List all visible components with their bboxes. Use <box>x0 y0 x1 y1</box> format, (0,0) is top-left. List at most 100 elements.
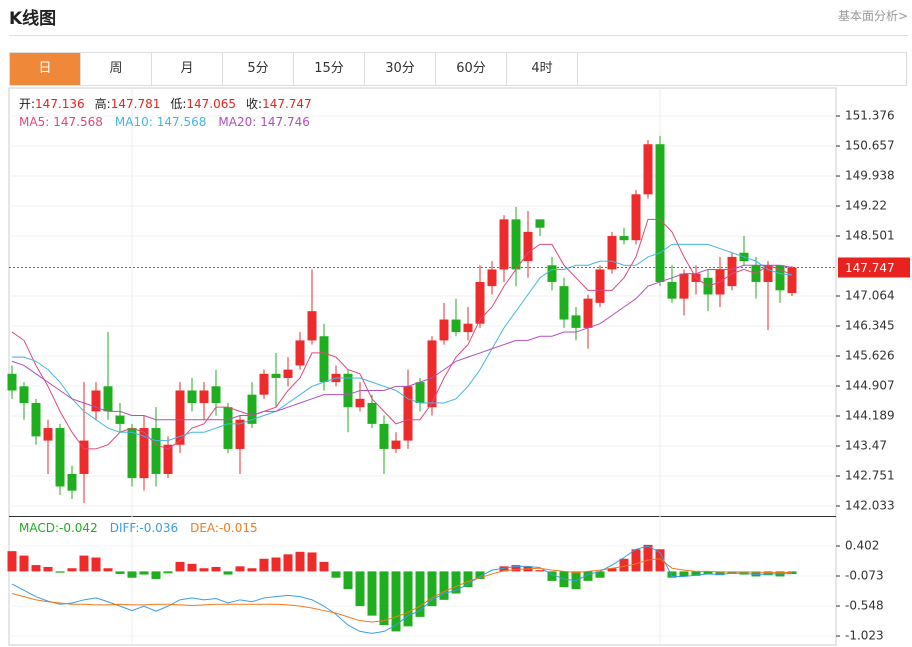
macd-bar <box>55 571 65 573</box>
candle-body <box>307 311 317 341</box>
candle-body <box>451 319 461 333</box>
macd-bar <box>535 570 545 572</box>
macd-bar <box>727 571 737 574</box>
candle-body <box>139 428 149 479</box>
ma-value: 147.746 <box>260 115 310 129</box>
y-tick-label: 150.657 <box>845 139 895 153</box>
macd-bar <box>79 555 89 572</box>
period-tabs: 日周月 5分 15分 30分 60分 4时 <box>9 52 907 86</box>
candle-body <box>727 256 737 287</box>
y-tick-label: 142.033 <box>845 498 895 512</box>
macd-bar <box>667 571 677 578</box>
candle-body <box>787 267 797 293</box>
candle-body <box>91 390 101 412</box>
period-tab[interactable]: 4时 <box>507 53 578 85</box>
y-tick-label: -1.023 <box>845 629 884 643</box>
macd-bar <box>7 551 17 572</box>
readout-value: 147.065 <box>186 97 236 111</box>
y-tick-label: 143.47 <box>845 439 887 453</box>
macd-bar <box>655 549 665 572</box>
candle-body <box>187 390 197 404</box>
macd-bar <box>379 571 389 626</box>
candle-body <box>607 236 617 270</box>
candle-body <box>43 428 53 441</box>
candle-body <box>415 382 425 404</box>
candle-body <box>7 373 17 391</box>
candle-body <box>247 394 257 424</box>
candle-body <box>103 386 113 412</box>
candle-body <box>31 403 41 437</box>
macd-bar <box>475 571 485 579</box>
macd-bar <box>271 557 281 572</box>
candle-body <box>151 428 161 474</box>
candle-body <box>223 407 233 449</box>
macd-bar <box>43 566 53 572</box>
macd-bar <box>355 571 365 607</box>
macd-bar <box>31 565 41 572</box>
indicator-line <box>12 243 793 442</box>
macd-bar <box>643 544 653 572</box>
macd-bar <box>19 555 29 572</box>
macd-bar <box>235 566 245 572</box>
candle-body <box>511 219 521 270</box>
macd-readout: MACD:-0.042 DIFF:-0.036 DEA:-0.015 <box>19 521 258 535</box>
fundamental-link[interactable]: 基本面分析> <box>837 9 908 23</box>
candle-body <box>79 440 89 474</box>
candle-body <box>535 219 545 228</box>
macd-bar <box>175 561 185 572</box>
candle-body <box>475 281 485 324</box>
macd-bar <box>211 566 221 572</box>
candle-body <box>763 265 773 282</box>
ma-name: MA20: <box>218 115 256 129</box>
macd-bar <box>715 571 725 576</box>
macd-bar <box>631 549 641 572</box>
candle-body <box>259 373 269 395</box>
macd-bar <box>439 571 449 600</box>
macd-bar <box>343 571 353 590</box>
period-tab[interactable]: 15分 <box>294 53 365 85</box>
macd-bar <box>223 571 233 575</box>
macd-bar <box>307 552 317 572</box>
macd-bar <box>607 568 617 572</box>
y-tick-label: 149.22 <box>845 198 887 212</box>
macd-line-name: DEA: <box>190 521 219 535</box>
period-tab[interactable]: 30分 <box>365 53 436 85</box>
indicator-line <box>11 218 793 450</box>
indicator-line <box>11 264 793 421</box>
macd-bar <box>463 571 473 588</box>
y-tick-label: 145.626 <box>845 349 895 363</box>
macd-bar <box>163 571 173 574</box>
candle-body <box>391 440 401 449</box>
macd-line-value: -0.036 <box>139 521 178 535</box>
candle-body <box>667 281 677 299</box>
macd-bar <box>499 566 509 572</box>
readout-label: 开: <box>19 97 35 111</box>
period-tab[interactable]: 5分 <box>223 53 294 85</box>
ohlc-readout: 开:147.136 高:147.781 低:147.065 收:147.747 <box>19 96 312 111</box>
readout-label: 收: <box>246 97 262 111</box>
candle-body <box>343 373 353 408</box>
macd-bar <box>331 571 341 578</box>
macd-bar <box>451 571 461 594</box>
macd-bar <box>511 565 521 572</box>
macd-bar <box>415 571 425 617</box>
candle-body <box>235 419 245 449</box>
candle-body <box>679 273 689 299</box>
candle-body <box>499 219 509 270</box>
period-tab[interactable]: 60分 <box>436 53 507 85</box>
last-price-tag <box>838 257 910 278</box>
separator <box>9 35 908 36</box>
candle-body <box>439 319 449 341</box>
macd-bar <box>67 568 77 572</box>
y-tick-label: 144.907 <box>845 379 895 393</box>
period-tab[interactable]: 月 <box>152 53 223 85</box>
candle-body <box>19 386 29 404</box>
y-tick-label: 148.501 <box>845 229 895 243</box>
period-tab[interactable]: 日 <box>10 53 81 85</box>
macd-bar <box>187 563 197 572</box>
candle-body <box>403 386 413 441</box>
macd-bar <box>127 571 137 578</box>
candle-body <box>775 265 785 291</box>
period-tab[interactable]: 周 <box>81 53 152 85</box>
